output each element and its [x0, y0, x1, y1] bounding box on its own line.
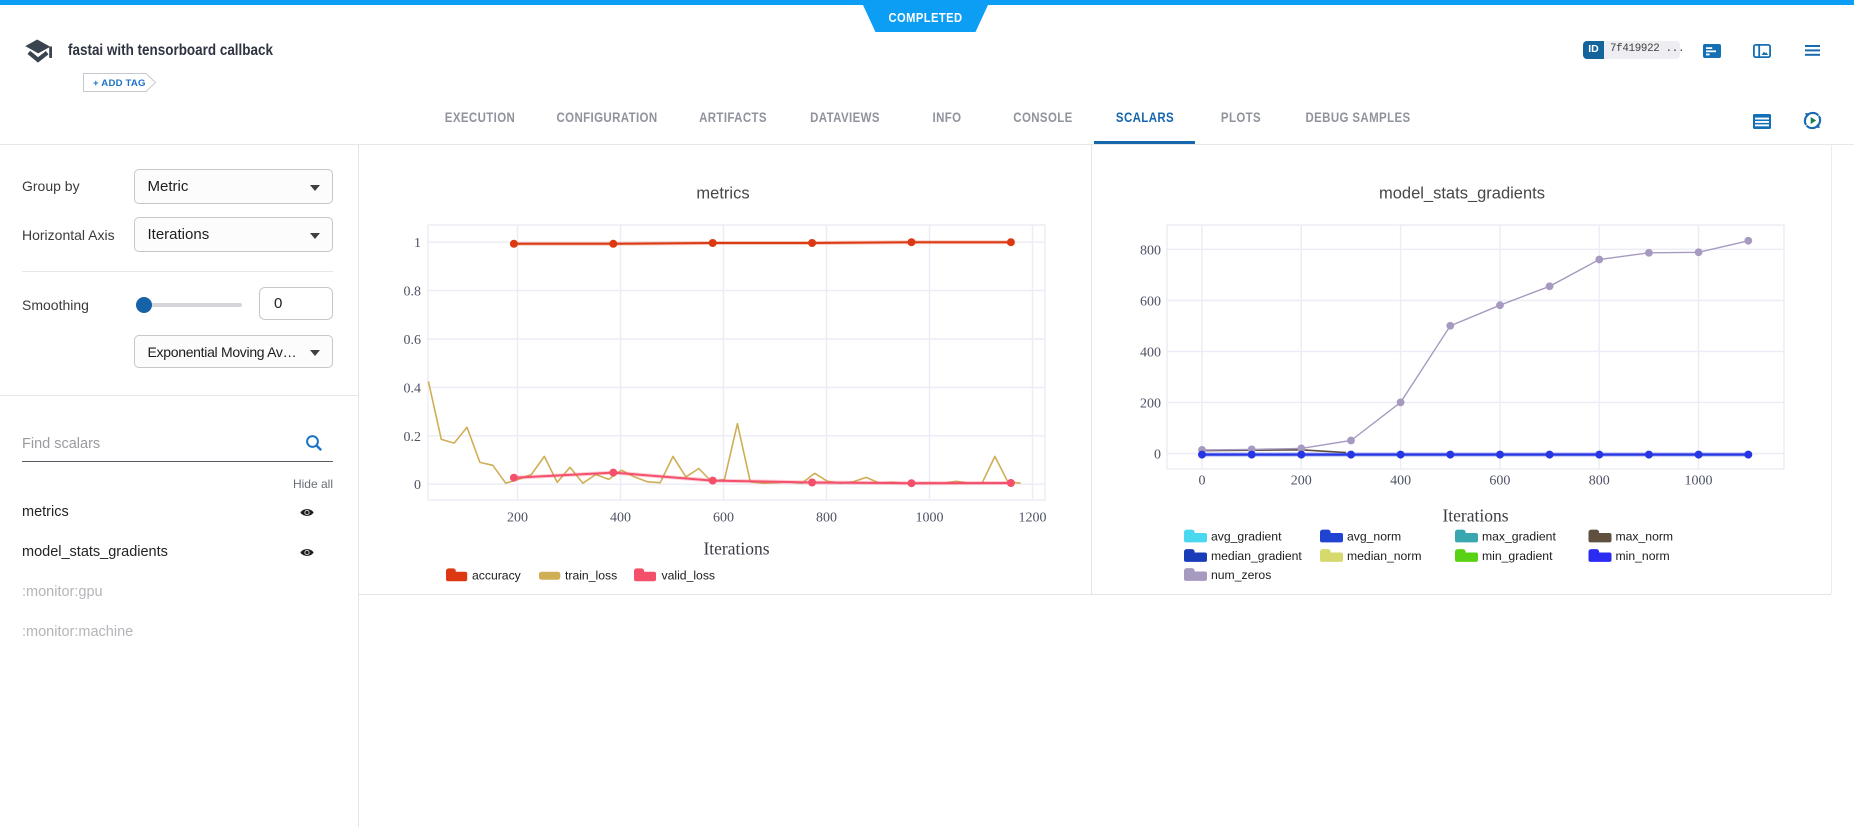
svg-text:avg_norm: avg_norm [1347, 530, 1401, 544]
svg-text:max_gradient: max_gradient [1482, 530, 1556, 544]
svg-text:0.4: 0.4 [404, 381, 422, 396]
svg-text:800: 800 [1589, 474, 1610, 489]
svg-text:800: 800 [1140, 243, 1161, 258]
svg-text:400: 400 [1140, 345, 1161, 360]
svg-text:min_gradient: min_gradient [1482, 549, 1553, 563]
svg-text:0.8: 0.8 [404, 285, 422, 300]
svg-text:600: 600 [1140, 294, 1161, 309]
svg-text:metrics: metrics [696, 185, 749, 203]
svg-text:model_stats_gradients: model_stats_gradients [1379, 185, 1545, 203]
svg-text:600: 600 [1489, 474, 1510, 489]
svg-text:avg_gradient: avg_gradient [1211, 530, 1282, 544]
svg-text:0: 0 [1199, 474, 1206, 489]
svg-text:train_loss: train_loss [565, 569, 617, 583]
svg-text:0.2: 0.2 [404, 430, 422, 445]
svg-text:median_gradient: median_gradient [1211, 549, 1302, 563]
svg-text:200: 200 [507, 511, 528, 526]
svg-text:1: 1 [414, 236, 421, 251]
svg-text:0: 0 [1154, 448, 1161, 463]
svg-text:0.6: 0.6 [404, 333, 422, 348]
svg-text:Iterations: Iterations [703, 539, 769, 559]
svg-text:0: 0 [414, 478, 421, 493]
svg-text:600: 600 [713, 511, 734, 526]
svg-text:median_norm: median_norm [1347, 549, 1422, 563]
svg-text:400: 400 [610, 511, 631, 526]
svg-text:1000: 1000 [1685, 474, 1713, 489]
svg-text:+ ADD TAG: + ADD TAG [93, 78, 146, 89]
svg-text:200: 200 [1140, 396, 1161, 411]
svg-text:1200: 1200 [1019, 511, 1047, 526]
svg-text:400: 400 [1390, 474, 1411, 489]
svg-text:1000: 1000 [916, 511, 944, 526]
svg-text:max_norm: max_norm [1616, 530, 1674, 544]
svg-text:200: 200 [1291, 474, 1312, 489]
svg-text:accuracy: accuracy [472, 569, 522, 583]
svg-text:Iterations: Iterations [1442, 506, 1508, 526]
svg-text:num_zeros: num_zeros [1211, 568, 1271, 582]
svg-text:valid_loss: valid_loss [662, 569, 716, 583]
svg-text:min_norm: min_norm [1616, 549, 1670, 563]
svg-text:800: 800 [816, 511, 837, 526]
